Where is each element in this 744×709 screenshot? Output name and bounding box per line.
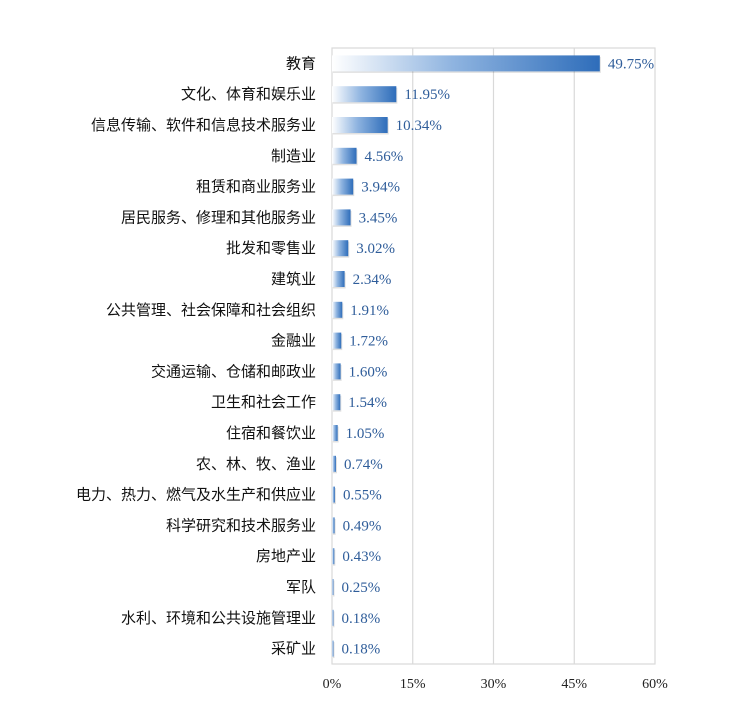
- category-label: 水利、环境和公共设施管理业: [121, 609, 316, 627]
- bar: [332, 517, 335, 534]
- data-label: 11.95%: [404, 87, 450, 103]
- bar: [332, 117, 388, 133]
- category-label: 金融业: [271, 332, 316, 350]
- category-label: 教育: [286, 54, 316, 72]
- category-label: 批发和零售业: [226, 239, 316, 257]
- bar-shadow: [333, 642, 335, 659]
- data-label: 0.74%: [344, 457, 383, 473]
- category-label: 军队: [286, 578, 316, 596]
- data-label: 0.25%: [342, 580, 381, 596]
- data-label: 0.49%: [343, 518, 382, 534]
- bar: [332, 486, 335, 503]
- bar: [332, 394, 341, 411]
- data-label: 10.34%: [396, 118, 442, 134]
- bar: [332, 609, 334, 626]
- bar: [332, 301, 343, 318]
- x-axis-ticks: 0% 15% 30% 45% 60%: [323, 677, 669, 692]
- bars: [332, 55, 601, 659]
- bar: [332, 178, 354, 195]
- category-label: 电力、热力、燃气及水生产和供应业: [76, 486, 316, 504]
- bar: [332, 363, 341, 380]
- category-label: 房地产业: [256, 547, 316, 565]
- labels: 49.75% 教育 11.95% 文化、体育和娱乐业 10.34% 信息传输、软件和信息技…: [76, 54, 654, 657]
- category-label: 农、林、牧、渔业: [196, 455, 316, 473]
- x-tick-label: 0%: [323, 677, 342, 692]
- data-label: 3.45%: [359, 210, 398, 226]
- category-label: 住宿和餐饮业: [226, 424, 316, 442]
- category-label: 采矿业: [271, 640, 316, 658]
- data-label: 1.91%: [350, 303, 389, 319]
- data-label: 1.60%: [349, 364, 388, 380]
- bar: [332, 271, 345, 287]
- bar: [332, 55, 600, 72]
- category-label: 卫生和社会工作: [211, 393, 316, 411]
- category-label: 居民服务、修理和其他服务业: [121, 208, 316, 226]
- data-label: 0.55%: [343, 488, 382, 504]
- bar-shadow: [333, 611, 335, 628]
- data-label: 49.75%: [608, 56, 654, 72]
- data-label: 0.18%: [342, 642, 381, 658]
- bar: [332, 147, 357, 164]
- bar: [332, 240, 349, 257]
- data-label: 3.94%: [361, 180, 400, 196]
- data-label: 1.54%: [348, 395, 387, 411]
- data-label: 0.43%: [342, 549, 381, 565]
- category-label: 交通运输、仓储和邮政业: [151, 362, 316, 380]
- category-label: 制造业: [271, 147, 316, 165]
- x-tick-label: 30%: [481, 677, 507, 692]
- data-label: 0.18%: [342, 611, 381, 627]
- category-label: 信息传输、软件和信息技术服务业: [91, 116, 316, 134]
- category-label: 文化、体育和娱乐业: [181, 85, 316, 103]
- data-label: 4.56%: [365, 149, 404, 165]
- bar: [332, 209, 351, 226]
- data-label: 3.02%: [356, 241, 395, 257]
- data-label: 1.72%: [349, 334, 388, 350]
- x-tick-label: 45%: [561, 677, 587, 692]
- bar: [332, 425, 338, 441]
- bar: [332, 455, 336, 472]
- bar: [332, 579, 334, 595]
- category-label: 租赁和商业服务业: [196, 178, 316, 196]
- x-tick-label: 15%: [400, 677, 426, 692]
- grid: [331, 47, 656, 665]
- data-label: 2.34%: [353, 272, 392, 288]
- bar: [332, 332, 342, 349]
- category-label: 科学研究和技术服务业: [166, 516, 316, 534]
- bar: [332, 640, 334, 657]
- category-label: 公共管理、社会保障和社会组织: [106, 301, 316, 319]
- bar: [332, 548, 335, 565]
- bar-shadow: [333, 580, 335, 597]
- bar: [332, 86, 397, 103]
- x-tick-label: 60%: [642, 677, 668, 692]
- category-label: 建筑业: [271, 270, 316, 288]
- data-label: 1.05%: [346, 426, 385, 442]
